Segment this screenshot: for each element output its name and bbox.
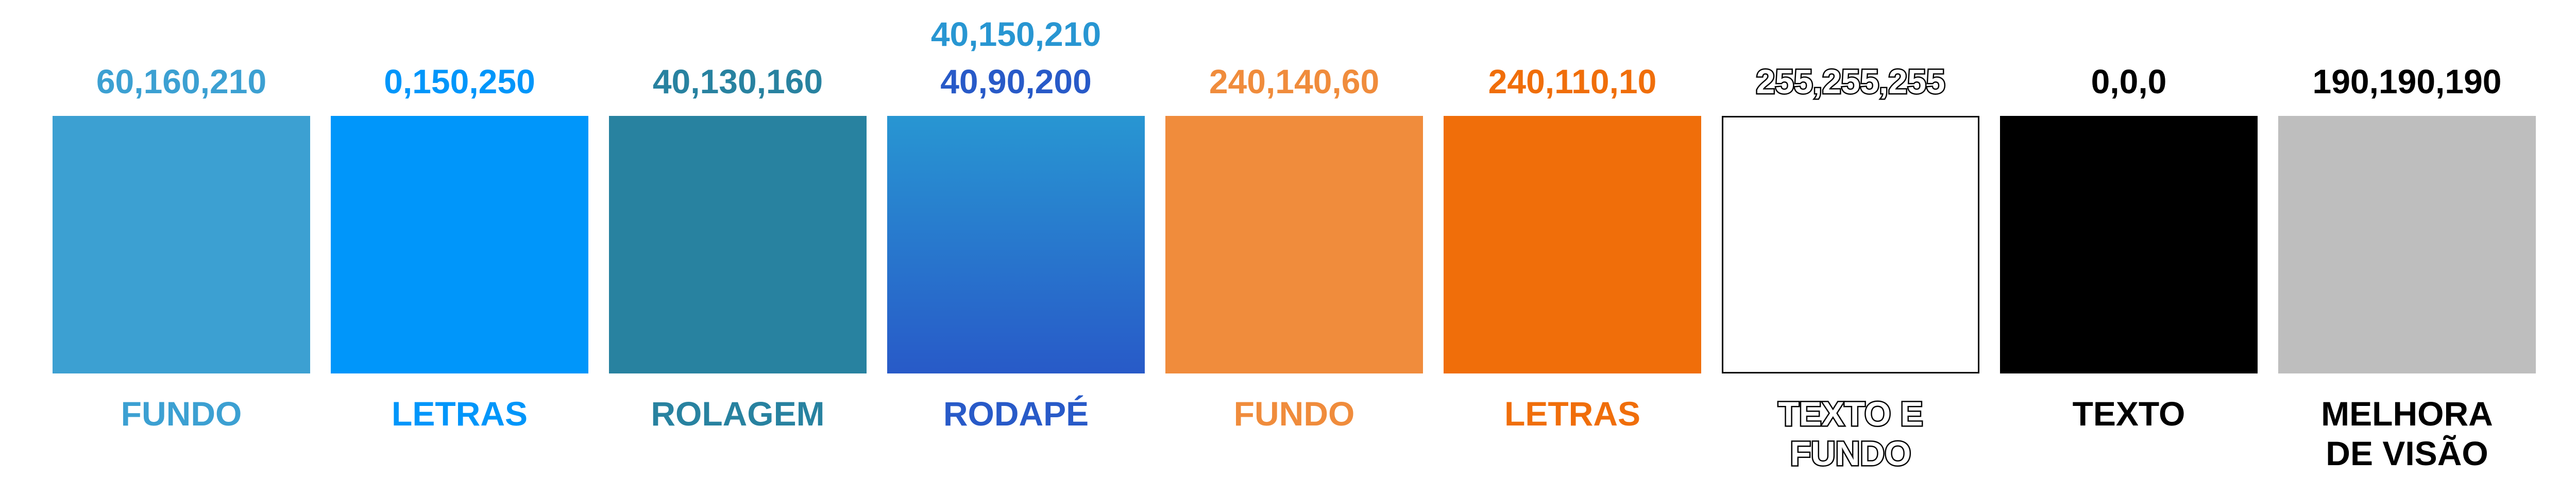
rgb-value-label: 40,130,160 [652,62,823,100]
rgb-value-label: 255,255,255 [1755,62,1946,100]
color-swatch [53,116,310,373]
rgb-value-label: 240,110,10 [1488,62,1657,100]
swatch-name-label: ROLAGEM [651,395,825,433]
color-swatch [2278,116,2536,373]
swatch-name-label: TEXTO E FUNDO [1711,393,1990,474]
rgb-value-label: 240,140,60 [1209,62,1380,100]
swatch-column-rodape: 40,150,210 40,90,200 RODAPÉ [887,0,1145,494]
color-swatch [1444,116,1701,373]
rgb-value-label: 60,160,210 [96,62,267,100]
swatch-name-label: TEXTO [2072,395,2185,433]
swatch-column-letras-orange: 240,110,10 LETRAS [1444,0,1701,494]
swatch-name-label: FUNDO [1233,395,1355,433]
swatch-name-line-1: TEXTO E [1777,393,1924,434]
rgb-value-label: 190,190,190 [2312,62,2502,100]
color-swatch [1165,116,1423,373]
swatch-column-letras-blue: 0,150,250 LETRAS [331,0,588,494]
swatch-column-fundo-orange: 240,140,60 FUNDO [1165,0,1423,494]
swatch-name-label: RODAPÉ [943,395,1089,433]
color-swatch [609,116,867,373]
swatch-column-melhora-de-visao: 190,190,190 MELHORA DE VISÃO [2278,0,2536,494]
swatch-name-line-2: FUNDO [1789,433,1912,474]
swatch-column-texto-e-fundo: 255,255,255 TEXTO E FUNDO [1722,0,1979,494]
rgb-value-label: 0,150,250 [384,62,535,100]
swatch-name-label: LETRAS [392,395,528,433]
rgb-value-label-bottom: 40,90,200 [940,62,1092,100]
color-swatch [2000,116,2258,373]
rgb-value-label: 0,0,0 [2091,62,2167,100]
swatch-name-line-1: MELHORA [2321,395,2493,433]
rgb-value-label-top: 40,150,210 [930,15,1101,53]
swatch-column-texto: 0,0,0 TEXTO [2000,0,2258,494]
swatch-column-fundo-blue: 60,160,210 FUNDO [53,0,310,494]
swatch-name-line-2: DE VISÃO [2326,434,2488,473]
swatch-name-label: FUNDO [121,395,242,433]
gradient-swatch [887,116,1145,373]
swatch-name-label: MELHORA DE VISÃO [2268,394,2546,473]
color-swatch [331,116,588,373]
color-swatch [1722,116,1979,373]
swatch-name-label: LETRAS [1504,395,1640,433]
swatch-column-rolagem: 40,130,160 ROLAGEM [609,0,867,494]
